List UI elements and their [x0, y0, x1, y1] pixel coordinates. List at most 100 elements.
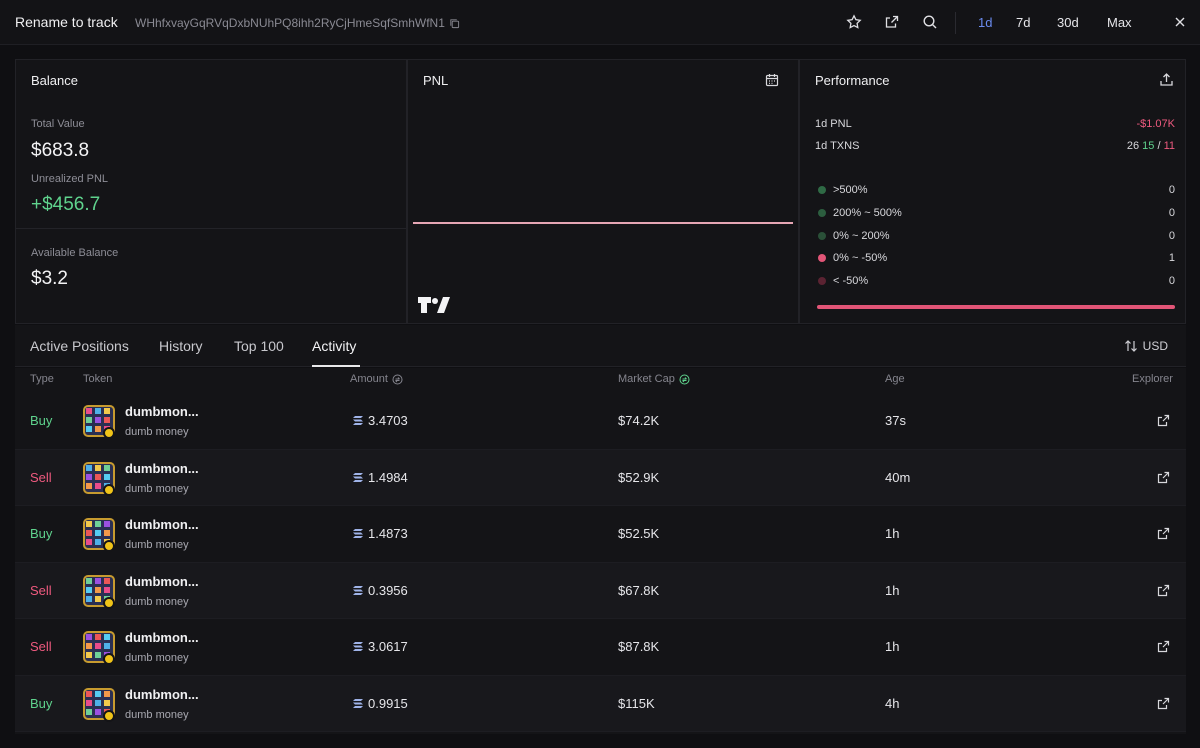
token-name[interactable]: dumbmon... [125, 686, 199, 702]
token-art-pixel [95, 699, 101, 706]
trade-type: Buy [30, 413, 53, 428]
header-market-cap[interactable]: Market Cap [618, 373, 690, 385]
token-art-pixel [104, 643, 110, 649]
bucket-row: 0% ~ -50% 1 [818, 252, 1175, 264]
active-tab-indicator [312, 365, 360, 367]
table-row[interactable]: Buy dumbmon... dumb money 0.9915 $115K 4h [15, 675, 1186, 732]
token-art-pixel [95, 417, 101, 423]
trade-type: Sell [30, 469, 52, 485]
token-art-pixel [95, 595, 101, 602]
currency-switch-icon[interactable] [679, 374, 690, 385]
token-art-pixel [104, 634, 110, 640]
token-art-pixel [95, 586, 101, 593]
bucket-count: 0 [1168, 230, 1175, 242]
share-icon[interactable] [1159, 72, 1174, 87]
token-name[interactable]: dumbmon... [125, 630, 199, 645]
token-avatar[interactable] [83, 631, 115, 663]
amount-value: 1.4873 [368, 526, 408, 541]
top-bar: Rename to track WHhfxvayGqRVqDxbNUhPQ8ih… [0, 0, 1200, 45]
token-art-pixel [95, 708, 101, 715]
token-art-pixel [86, 634, 92, 640]
explorer-link-icon[interactable] [1157, 584, 1171, 598]
explorer-link-icon[interactable] [1157, 640, 1171, 654]
tab-top-100[interactable]: Top 100 [234, 338, 284, 354]
table-row[interactable]: Sell dumbmon... dumb money 1.4984 $52.9K 40m [15, 449, 1186, 506]
txns-separator: / [1157, 140, 1161, 152]
close-icon[interactable] [1171, 13, 1189, 31]
tab-active-positions[interactable]: Active Positions [30, 338, 129, 354]
period-7d[interactable]: 7d [1016, 15, 1031, 30]
market-cap-value: $87.8K [618, 639, 660, 654]
token-art-pixel [104, 530, 110, 536]
age-value: 1h [885, 639, 900, 654]
token-art-pixel [104, 408, 110, 414]
tradingview-logo-icon [417, 296, 451, 314]
token-badge-icon [103, 540, 115, 552]
token-subtitle: dumb money [125, 595, 189, 608]
table-row[interactable]: Sell dumbmon... dumb money 0.3956 $67.8K 1h [15, 562, 1186, 619]
token-art-pixel [95, 426, 101, 432]
token-art-pixel [86, 530, 92, 536]
available-balance-value: $3.2 [31, 268, 68, 289]
token-art-pixel [86, 690, 92, 697]
bucket-row: >500% 0 [818, 184, 1175, 196]
explorer-link-icon[interactable] [1157, 414, 1171, 428]
bucket-count: 1 [1168, 252, 1175, 264]
market-cap-value: $52.9K [618, 469, 660, 485]
token-art-pixel [95, 530, 101, 536]
currency-switch-icon[interactable] [392, 374, 403, 385]
txns-row: 1d TXNS 26 15 / 11 [815, 140, 1175, 152]
star-icon[interactable] [845, 13, 863, 31]
header-market-cap-label: Market Cap [618, 373, 675, 385]
period-1d[interactable]: 1d [978, 15, 993, 30]
token-avatar[interactable] [83, 461, 115, 494]
token-name[interactable]: dumbmon... [125, 404, 199, 419]
total-value-label: Total Value [31, 118, 85, 130]
amount-cell: 1.4984 [353, 470, 408, 485]
search-icon[interactable] [921, 13, 939, 31]
header-amount[interactable]: Amount [350, 373, 403, 385]
calendar-icon[interactable] [765, 73, 779, 87]
period-30d[interactable]: 30d [1057, 15, 1079, 30]
currency-toggle[interactable]: USD [1124, 339, 1168, 353]
wallet-address[interactable]: WHhfxvayGqRVqDxbNUhPQ8ihh2RyCjHmeSqfSmhW… [135, 16, 460, 30]
wallet-title[interactable]: Rename to track [15, 14, 118, 30]
token-art-pixel [95, 521, 101, 527]
copy-icon[interactable] [449, 18, 460, 29]
tabs-bar: Active Positions History Top 100 Activit… [15, 325, 1186, 367]
token-art-pixel [95, 482, 101, 489]
period-max[interactable]: Max [1107, 15, 1132, 30]
token-art-pixel [86, 595, 92, 602]
bucket-dot [818, 209, 826, 217]
txns-value: 26 15 / 11 [1127, 140, 1175, 152]
external-link-icon[interactable] [883, 13, 901, 31]
header-age: Age [885, 373, 905, 385]
table-row[interactable]: Buy dumbmon... dumb money 1.4873 $52.5K 1h [15, 506, 1186, 563]
explorer-link-icon[interactable] [1157, 471, 1171, 485]
available-balance-label: Available Balance [31, 247, 119, 259]
token-art-pixel [86, 408, 92, 414]
pnl-row: 1d PNL -$1.07K [815, 118, 1175, 130]
tab-activity[interactable]: Activity [312, 338, 357, 354]
bucket-count: 0 [1168, 207, 1175, 219]
header-type: Type [30, 373, 54, 385]
token-badge-icon [103, 709, 115, 722]
token-art-pixel [95, 464, 101, 471]
table-row[interactable]: Sell dumbmon... dumb money 3.0617 $87.8K 1h [15, 619, 1186, 676]
bucket-label: 0% ~ -50% [833, 252, 888, 264]
explorer-link-icon[interactable] [1157, 527, 1171, 541]
token-name[interactable]: dumbmon... [125, 517, 199, 532]
token-art-pixel [86, 521, 92, 527]
bucket-count: 0 [1168, 275, 1175, 287]
token-name[interactable]: dumbmon... [125, 460, 199, 476]
table-row[interactable]: Buy dumbmon... dumb money 3.4703 $74.2K 37s [15, 393, 1186, 450]
explorer-link-icon[interactable] [1157, 697, 1171, 711]
token-art-pixel [104, 586, 110, 593]
solana-icon [353, 698, 363, 708]
token-art-pixel [95, 690, 101, 697]
tab-history[interactable]: History [159, 338, 203, 354]
age-value: 4h [885, 695, 900, 711]
token-art-pixel [104, 577, 110, 584]
token-avatar[interactable] [83, 687, 115, 720]
token-name[interactable]: dumbmon... [125, 573, 199, 589]
